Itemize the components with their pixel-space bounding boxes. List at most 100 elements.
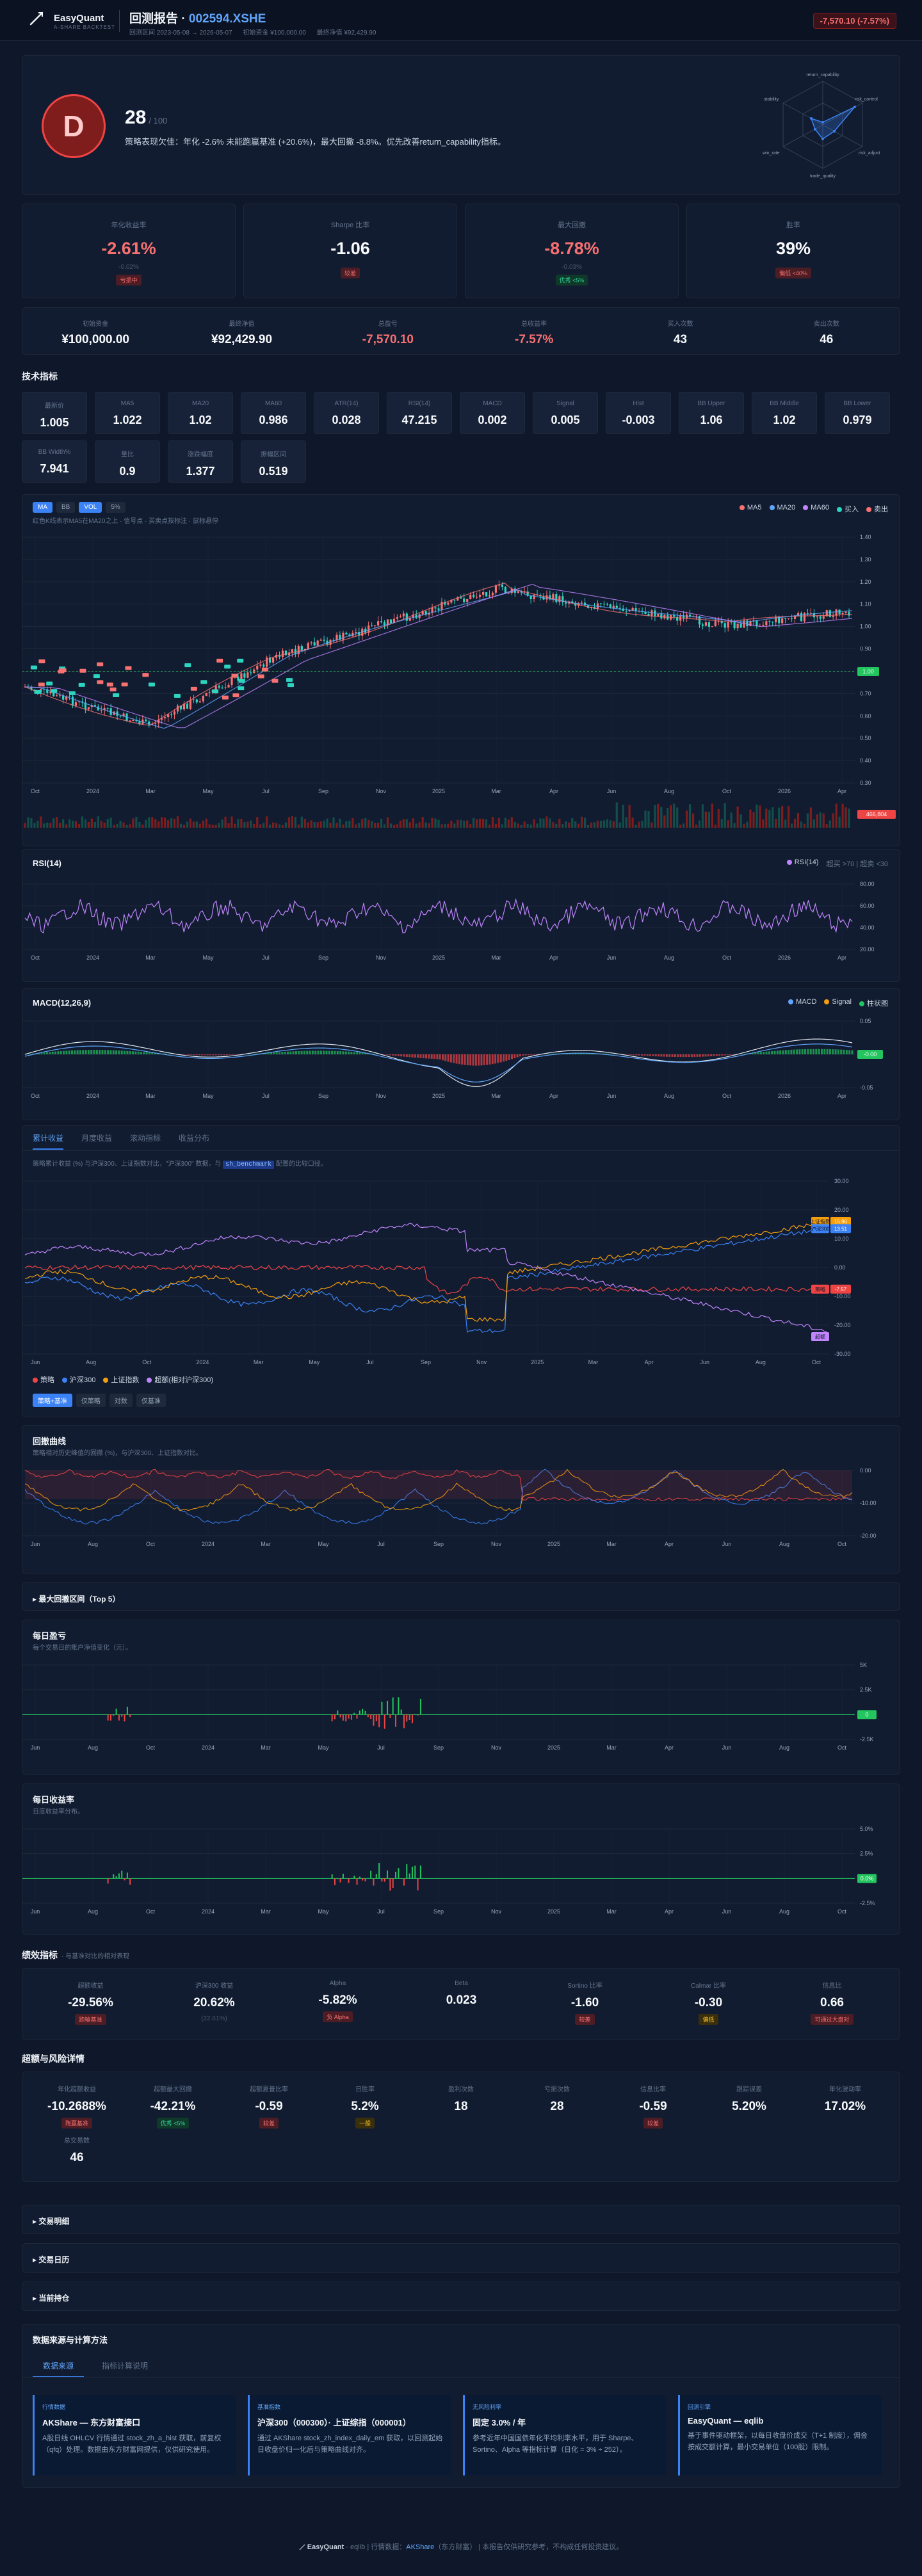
top-drawdown-toggle[interactable]: ▸ 最大回撤区间（Top 5） <box>22 1582 900 1611</box>
rsi-chart[interactable]: 80.00 60.00 40.00 20.00 Oct 2024 Mar May Jul Sep N… <box>22 873 901 980</box>
macd-hist-bar <box>585 1052 588 1054</box>
cumulative-view-button[interactable]: 策略+基准 <box>33 1394 72 1407</box>
stat-value: 5.20% <box>732 2100 766 2113</box>
legend-item[interactable]: 超额(相对沪深300) <box>147 1374 213 1385</box>
volume-bar <box>310 820 312 828</box>
metric-tag: 优秀 <5% <box>555 275 588 286</box>
legend-item[interactable]: MACD <box>788 998 816 1008</box>
volume-bar <box>109 817 112 828</box>
cumulative-chart[interactable]: 30.00 20.00 10.00 0.00 -10.00 -20.00 -30.00 Jun… <box>22 1171 901 1376</box>
macd-hist-bar <box>115 1050 118 1054</box>
strip-label: 总收益率 <box>521 321 547 328</box>
volume-bar <box>355 824 357 828</box>
cumulative-tab[interactable]: 滚动指标 <box>130 1134 161 1143</box>
volume-bar <box>444 823 446 828</box>
drawdown-subtitle: 策略相对历史峰值的回撤 (%)，与沪深300、上证指数对比。 <box>33 1450 203 1457</box>
calendar-toggle[interactable]: ▸ 交易日历 <box>22 2243 900 2273</box>
candle-body <box>148 721 150 725</box>
daily-pnl-chart[interactable]: 5K 2.5K 0 -2.5K Jun Aug Oct 2024 Mar May Jul Sep Nov… <box>22 1656 901 1773</box>
legend-item[interactable]: 买入 <box>837 504 859 514</box>
positions-toggle[interactable]: ▸ 当前持仓 <box>22 2282 900 2311</box>
legend-item[interactable]: Signal <box>824 998 852 1008</box>
indicator-label: BB Width% <box>38 449 71 456</box>
btn-bb[interactable]: BB <box>56 502 76 513</box>
candle-body <box>329 640 332 645</box>
x-tick-label: Nov <box>476 1359 487 1365</box>
macd-hist-bar <box>145 1052 148 1054</box>
x-tick-label: Oct <box>146 1744 156 1751</box>
x-tick-label: Aug <box>88 1744 98 1751</box>
legend-item[interactable]: 卖出 <box>866 504 888 514</box>
trades-toggle[interactable]: ▸ 交易明细 <box>22 2205 900 2234</box>
stat-card: 总交易数 46 <box>29 2123 125 2185</box>
y-tick-label: 1.40 <box>860 534 871 540</box>
candle-body <box>819 616 821 619</box>
metric-card: Sharpe 比率 -1.06 较差 <box>243 204 457 298</box>
volume-bar <box>186 821 189 828</box>
metric-label: Sharpe 比率 <box>330 221 370 229</box>
macd-chart[interactable]: 0.050.00-0.05Oct2024MarMayJulSepNov2025M… <box>22 1012 901 1118</box>
legend-item[interactable]: MA5 <box>739 504 762 514</box>
x-tick-label: Apr <box>549 1093 558 1099</box>
x-tick-label: Jun <box>31 1541 40 1547</box>
btn-pct[interactable]: 5% <box>106 502 125 513</box>
volume-bar <box>450 821 453 828</box>
x-tick-label: 2025 <box>432 954 445 961</box>
y-tick-label: 0.90 <box>860 646 871 652</box>
sources-tab-data[interactable]: 数据来源 <box>33 2360 85 2378</box>
macd-hist-bar <box>674 1054 676 1058</box>
cumulative-view-button[interactable]: 对数 <box>109 1394 133 1407</box>
daily-bar <box>337 1878 339 1880</box>
rsi-legend-item: RSI(14) <box>786 858 819 869</box>
stock-code: 002594.XSHE <box>188 12 266 26</box>
legend-item[interactable]: 上证指数 <box>103 1374 139 1385</box>
candle-body <box>189 700 191 709</box>
cumulative-tab[interactable]: 月度收益 <box>81 1134 113 1143</box>
daily-bar <box>121 1871 123 1879</box>
macd-hist-bar <box>447 1054 449 1062</box>
cumulative-view-button[interactable]: 仅策略 <box>76 1394 106 1407</box>
legend-item[interactable]: 策略 <box>33 1374 54 1385</box>
cumulative-view-button[interactable]: 仅基准 <box>136 1394 166 1407</box>
volume-bar <box>558 819 561 828</box>
legend-item[interactable]: 柱状图 <box>859 998 888 1008</box>
candle-body <box>517 591 519 593</box>
legend-item[interactable]: MA60 <box>803 504 829 514</box>
volume-bar <box>275 823 278 828</box>
sources-tab-calc[interactable]: 指标计算说明 <box>102 2362 149 2371</box>
x-tick-label: Apr <box>549 788 558 794</box>
volume-bar <box>586 825 590 828</box>
cumulative-tab[interactable]: 累计收益 <box>33 1132 64 1150</box>
btn-ma[interactable]: MA <box>33 502 53 513</box>
legend-item[interactable]: 沪深300 <box>62 1374 95 1385</box>
indicator-label: RSI(14) <box>408 400 431 407</box>
kline-chart[interactable]: 1.401.301.201.101.000.900.800.700.600.50… <box>22 527 901 844</box>
x-tick-label: Jun <box>607 954 617 961</box>
daily-bar <box>334 1878 336 1885</box>
stat-card: 超额夏普比率 -0.59 较差 <box>221 2072 317 2134</box>
strip-value: 46 <box>820 333 834 346</box>
volume-bar <box>596 821 599 828</box>
x-tick-label: Jun <box>607 788 617 794</box>
candle-body <box>765 621 768 625</box>
legend-item[interactable]: MA20 <box>769 504 795 514</box>
cumulative-legend: 策略 沪深300 上证指数 超额(相对沪深300) <box>33 1374 213 1385</box>
ma-line <box>24 583 853 726</box>
x-tick-label: Oct <box>722 1093 732 1099</box>
cumulative-tab[interactable]: 收益分布 <box>179 1134 210 1143</box>
daily-bar <box>348 1714 350 1719</box>
candle-body <box>479 595 481 597</box>
volume-bar <box>768 810 771 828</box>
x-tick-label: 2025 <box>547 1541 560 1547</box>
indicator-card: 振幅区间 0.519 <box>241 440 306 483</box>
tab-divider <box>22 1150 900 1151</box>
daily-return-chart[interactable]: 5.0% 2.5% 0.0% -2.5% Jun Aug Oct 2024 Mar May Jul S… <box>22 1820 901 1933</box>
end-label-name-badge <box>811 1332 829 1341</box>
candle-body <box>278 654 281 657</box>
btn-vol[interactable]: VOL <box>79 502 102 513</box>
volume-bar <box>30 818 33 828</box>
candle-body <box>793 615 797 619</box>
candle-body <box>68 696 71 697</box>
footer-akshare-link[interactable]: AKShare <box>406 2543 435 2551</box>
drawdown-chart[interactable]: 0.00 -10.00 -20.00 Jun Aug Oct 2024 Mar May Jul Se… <box>22 1461 901 1572</box>
